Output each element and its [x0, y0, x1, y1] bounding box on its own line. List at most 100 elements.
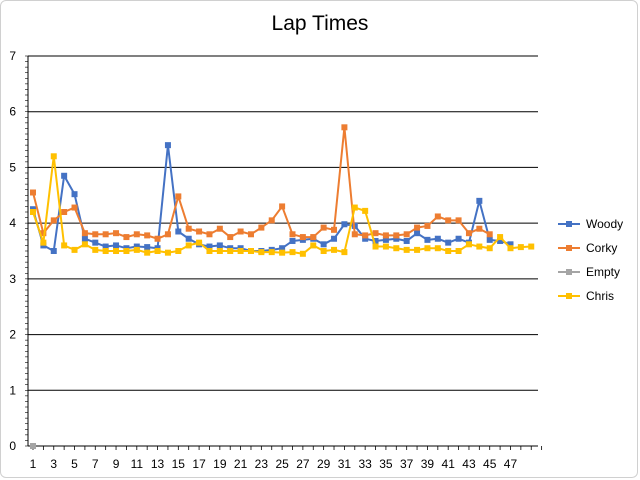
point-chris-46 [497, 234, 504, 241]
point-woody-34 [372, 237, 379, 244]
point-corky-36 [393, 232, 400, 239]
point-corky-11 [133, 231, 140, 238]
point-chris-4 [61, 242, 68, 249]
point-corky-37 [403, 231, 410, 238]
x-tick-label-21: 21 [234, 457, 248, 471]
legend-item-chris: Chris [558, 289, 614, 303]
point-corky-13 [154, 235, 161, 242]
point-woody-12 [144, 244, 151, 251]
legend-item-empty: Empty [558, 265, 620, 279]
point-woody-29 [320, 241, 327, 248]
point-corky-15 [175, 193, 182, 200]
point-chris-15 [175, 248, 182, 254]
point-corky-3 [50, 217, 57, 224]
point-chris-2 [40, 239, 47, 246]
point-woody-14 [164, 142, 171, 149]
point-chris-28 [310, 242, 317, 249]
point-chris-8 [102, 248, 109, 254]
legend-label-corky: Corky [586, 241, 617, 255]
x-tick-label-35: 35 [379, 457, 393, 471]
point-chris-26 [289, 249, 296, 256]
x-tick-label-1: 1 [30, 457, 37, 471]
x-tick-label-19: 19 [213, 457, 227, 471]
point-corky-45 [486, 231, 493, 238]
point-chris-12 [144, 249, 151, 256]
point-woody-44 [476, 197, 483, 204]
point-woody-38 [414, 230, 421, 237]
point-woody-9 [113, 242, 120, 249]
point-chris-33 [362, 207, 369, 214]
point-corky-10 [123, 234, 130, 241]
point-corky-30 [331, 226, 338, 233]
point-corky-41 [445, 217, 452, 224]
chart-title: Lap Times [271, 12, 369, 35]
y-tick-label-6: 6 [9, 105, 16, 119]
point-chris-5 [71, 246, 78, 253]
x-tick-label-29: 29 [317, 457, 331, 471]
x-tick-label-47: 47 [504, 457, 518, 471]
point-corky-9 [113, 230, 120, 237]
x-tick-label-45: 45 [483, 457, 497, 471]
legend-label-empty: Empty [586, 265, 620, 279]
point-chris-49 [528, 243, 535, 250]
point-chris-44 [476, 243, 483, 250]
point-corky-20 [227, 234, 234, 241]
point-corky-28 [310, 234, 317, 241]
y-tick-label-3: 3 [9, 272, 16, 286]
point-chris-14 [164, 249, 171, 256]
series-corky [30, 124, 493, 242]
point-chris-18 [206, 248, 213, 254]
point-corky-27 [299, 234, 306, 241]
point-corky-24 [268, 217, 275, 224]
point-corky-31 [341, 124, 348, 131]
point-chris-39 [424, 245, 431, 252]
point-corky-16 [185, 225, 192, 232]
point-chris-43 [465, 241, 472, 248]
point-corky-42 [455, 217, 462, 224]
point-corky-2 [40, 230, 47, 237]
point-chris-38 [414, 246, 421, 253]
point-woody-42 [455, 235, 462, 242]
point-corky-5 [71, 204, 78, 211]
gridlines [28, 55, 538, 391]
legend-swatch-marker-woody [566, 221, 572, 227]
y-tick-label-0: 0 [9, 439, 16, 453]
point-corky-19 [216, 225, 223, 232]
point-woody-18 [206, 243, 213, 250]
point-corky-1 [30, 189, 36, 196]
point-chris-20 [227, 248, 234, 254]
point-woody-8 [102, 243, 109, 250]
point-chris-3 [50, 153, 57, 160]
point-chris-21 [237, 248, 244, 254]
point-corky-34 [372, 230, 379, 237]
legend-swatch-marker-corky [566, 245, 572, 251]
y-tick-labels: 0 1 2 3 4 5 6 7 [9, 49, 16, 453]
point-chris-34 [372, 243, 379, 250]
point-chris-47 [507, 245, 514, 252]
point-woody-33 [362, 235, 369, 242]
point-chris-40 [434, 245, 441, 252]
point-corky-12 [144, 232, 151, 239]
point-corky-38 [414, 224, 421, 231]
legend-swatch-marker-chris [566, 293, 572, 299]
point-woody-6 [81, 235, 88, 242]
legend-label-woody: Woody [586, 217, 623, 231]
point-corky-26 [289, 231, 296, 238]
point-woody-47 [507, 241, 514, 248]
point-chris-23 [258, 249, 265, 256]
point-corky-17 [196, 228, 203, 235]
point-chris-13 [154, 248, 161, 254]
point-corky-25 [279, 203, 286, 210]
point-corky-8 [102, 231, 109, 238]
point-corky-21 [237, 228, 244, 235]
point-woody-26 [289, 237, 296, 244]
point-empty-1 [30, 443, 36, 449]
point-chris-16 [185, 242, 192, 249]
x-tick-label-3: 3 [50, 457, 57, 471]
y-tick-label-4: 4 [9, 216, 16, 230]
legend-item-corky: Corky [558, 241, 617, 255]
point-corky-18 [206, 231, 213, 238]
x-tick-label-23: 23 [255, 457, 269, 471]
point-corky-35 [382, 232, 389, 239]
point-chris-45 [486, 245, 493, 252]
